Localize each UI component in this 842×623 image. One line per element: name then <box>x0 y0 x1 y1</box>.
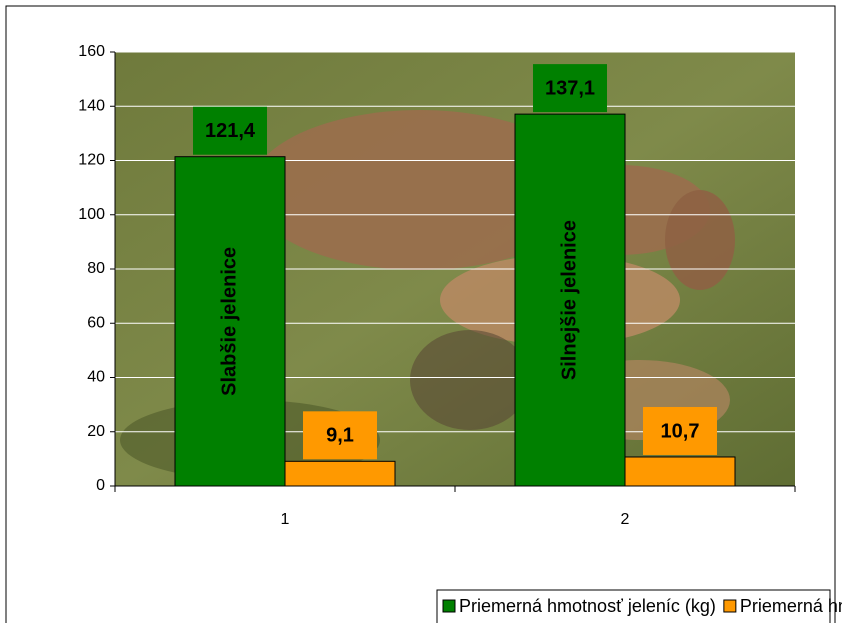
legend-label: Priemerná hmotnosť jeleníc (kg) <box>459 596 716 616</box>
y-tick-label: 0 <box>96 477 105 494</box>
bar-annotation: Silnejšie jelenice <box>558 220 580 380</box>
y-tick-label: 140 <box>78 97 105 114</box>
bar-annotation: Slabšie jelenice <box>218 247 240 396</box>
x-tick-label: 1 <box>281 511 290 528</box>
legend-swatch <box>443 600 455 612</box>
bar <box>285 461 395 486</box>
y-tick-label: 40 <box>87 369 105 386</box>
y-tick-label: 120 <box>78 152 105 169</box>
chart: 121,4 Slabšie jelenice 9,1 137,1 Silnejšie j… <box>0 0 842 623</box>
y-tick-label: 60 <box>87 314 105 331</box>
y-tick-label: 160 <box>78 43 105 60</box>
data-label: 10,7 <box>661 420 700 442</box>
y-tick-label: 80 <box>87 260 105 277</box>
legend-label: Priemerná hmotnosť mláďat (kg) <box>740 596 842 616</box>
y-tick-label: 100 <box>78 206 105 223</box>
bar <box>625 457 735 486</box>
legend-swatch <box>724 600 736 612</box>
y-tick-label: 20 <box>87 423 105 440</box>
page: 121,4 Slabšie jelenice 9,1 137,1 Silnejšie j… <box>0 0 842 623</box>
data-label: 9,1 <box>326 425 354 447</box>
x-tick-label: 2 <box>621 511 630 528</box>
data-label: 121,4 <box>205 120 256 142</box>
data-label: 137,1 <box>545 77 595 99</box>
